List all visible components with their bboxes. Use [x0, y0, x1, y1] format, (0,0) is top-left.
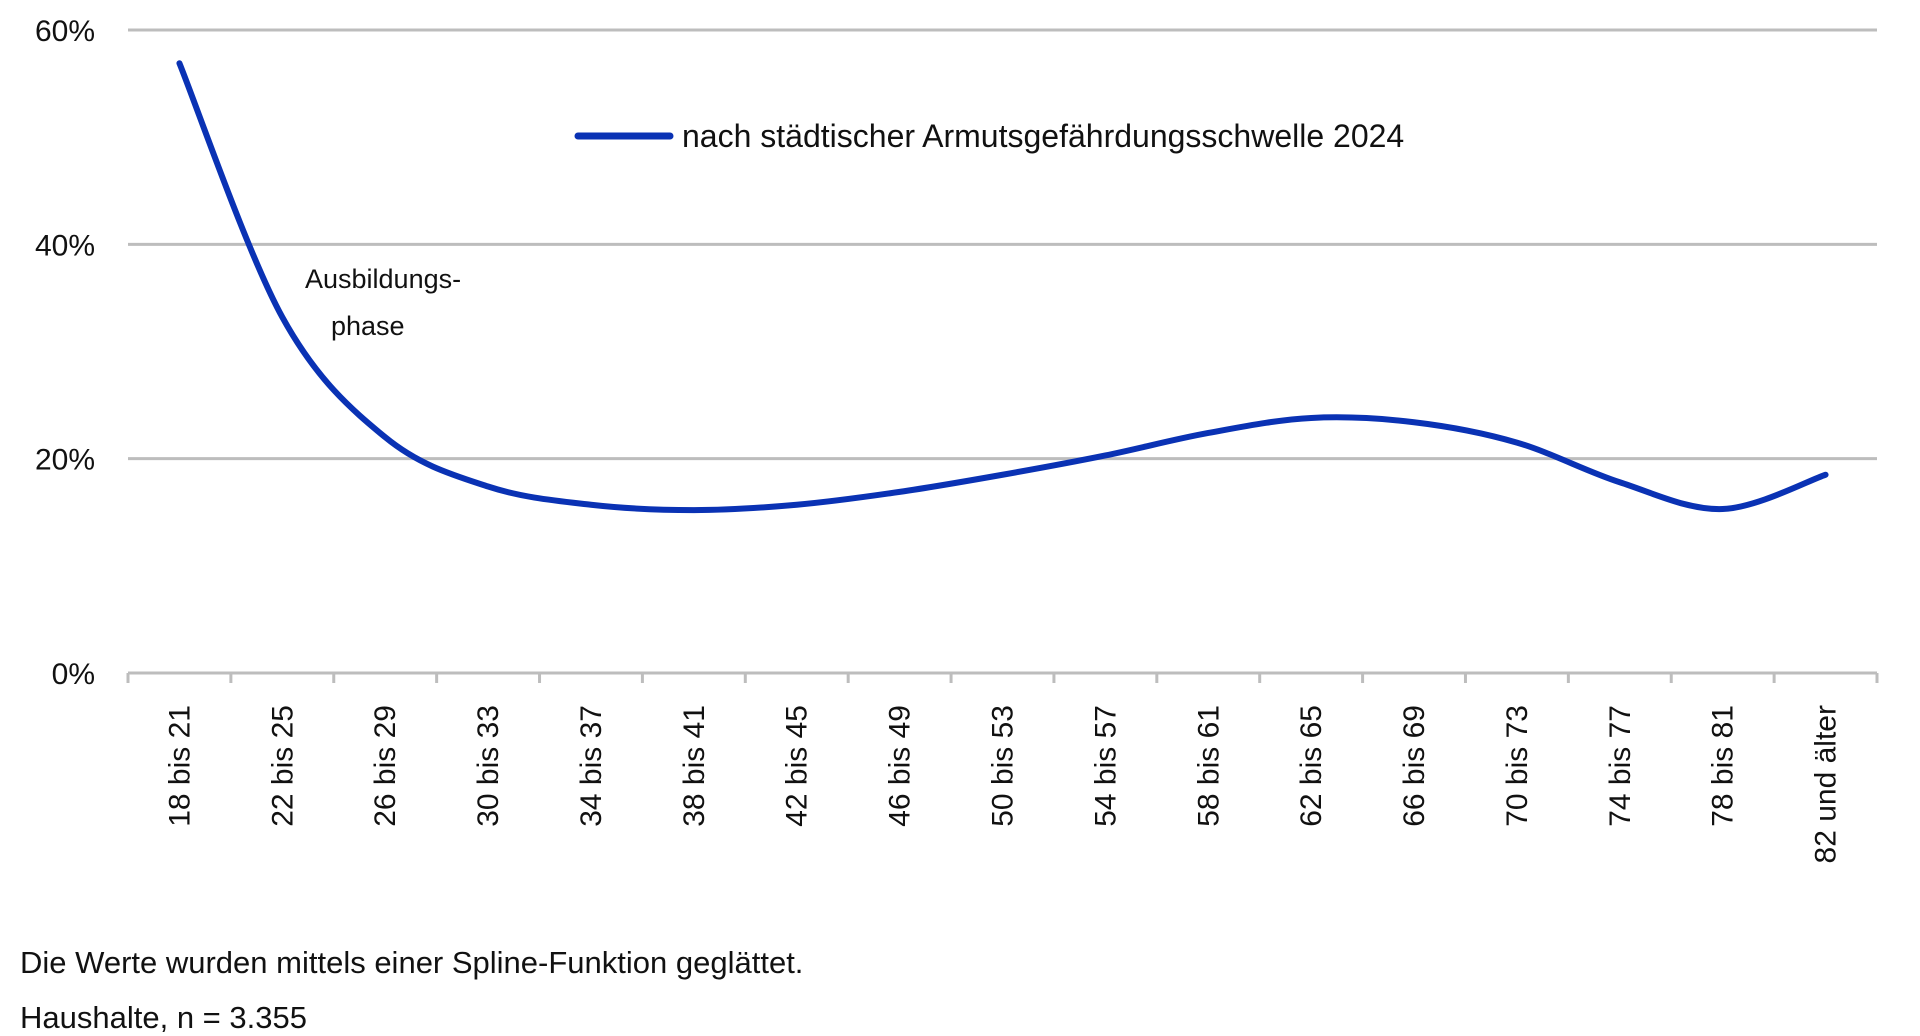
x-tick-label: 58 bis 61 [1192, 705, 1225, 827]
x-tick-label: 34 bis 37 [575, 705, 608, 827]
x-axis: 18 bis 21 22 bis 25 26 bis 29 30 bis 33 34 b… [126, 671, 1879, 863]
x-tick-label: 66 bis 69 [1398, 705, 1431, 827]
x-tick-label: 82 und älter [1810, 705, 1843, 863]
x-tick-label: 42 bis 45 [781, 705, 814, 827]
x-tick-label: 30 bis 33 [472, 705, 505, 827]
x-tick-label: 54 bis 57 [1089, 705, 1122, 827]
annotation-line1: Ausbildungs- [305, 264, 461, 294]
y-tick-label: 20% [35, 444, 95, 477]
y-axis: 0% 20% 40% 60% [35, 15, 95, 691]
x-tick-label: 70 bis 73 [1501, 705, 1534, 827]
y-tick-label: 60% [35, 15, 95, 48]
y-tick-label: 0% [52, 658, 95, 691]
series-path [176, 60, 1829, 514]
y-tick-label: 40% [35, 229, 95, 262]
x-tick-label: 18 bis 21 [163, 705, 196, 827]
series-line [176, 60, 1829, 514]
x-tick-label: 26 bis 29 [369, 705, 402, 827]
annotation-ausbildungsphase: Ausbildungs- phase [305, 264, 461, 341]
x-tick-label: 46 bis 49 [884, 705, 917, 827]
x-tick-label: 22 bis 25 [266, 705, 299, 827]
x-tick-label: 74 bis 77 [1604, 705, 1637, 827]
footnote-spline: Die Werte wurden mittels einer Spline-Fu… [20, 945, 804, 980]
gridlines [128, 28, 1877, 461]
footnote-sample-size: Haushalte, n = 3.355 [20, 1000, 307, 1035]
x-tick-label: 50 bis 53 [987, 705, 1020, 827]
x-tick-label: 38 bis 41 [678, 705, 711, 827]
x-tick-label: 78 bis 81 [1707, 705, 1740, 827]
legend: nach städtischer Armutsgefährdungsschwel… [574, 118, 1404, 154]
legend-label: nach städtischer Armutsgefährdungsschwel… [682, 118, 1404, 154]
x-tick-label: 62 bis 65 [1295, 705, 1328, 827]
annotation-line2: phase [331, 311, 405, 341]
